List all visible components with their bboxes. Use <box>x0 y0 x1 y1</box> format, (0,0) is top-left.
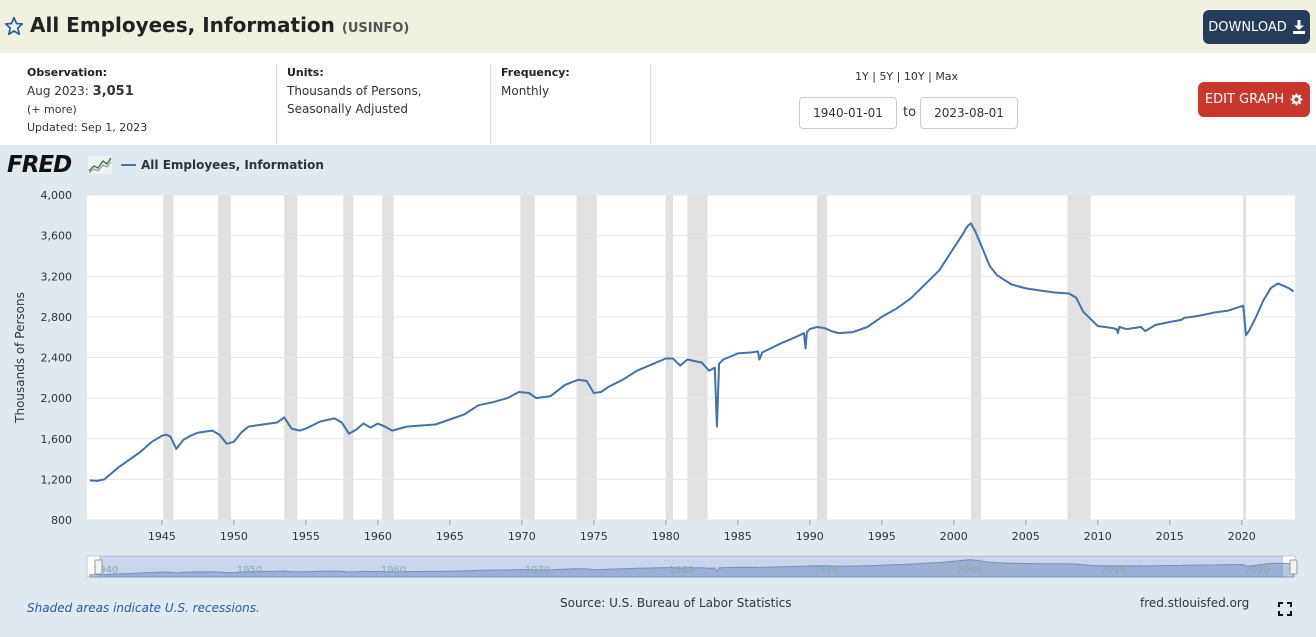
y-tick-label: 2,800 <box>41 311 73 324</box>
observation-date: Aug 2023: <box>27 84 89 98</box>
divider <box>490 64 491 144</box>
site-link[interactable]: fred.stlouisfed.org <box>1140 596 1250 610</box>
y-axis-label: Thousands of Persons <box>13 292 27 424</box>
y-tick-label: 2,400 <box>41 352 73 365</box>
source-text: Source: U.S. Bureau of Labor Statistics <box>560 596 792 610</box>
line-chart: 800 1,200 1,600 2,000 2,400 2,800 3,200 3,600 4,… <box>13 189 1298 578</box>
star-icon[interactable] <box>4 16 24 36</box>
navigator-label: 2020 <box>1245 565 1270 576</box>
divider <box>276 64 277 144</box>
navigator-series <box>89 559 1295 578</box>
x-tick-label: 2000 <box>940 530 968 543</box>
navigator-label: 1950 <box>237 565 262 576</box>
observation-value: 3,051 <box>92 84 134 99</box>
download-button[interactable]: DOWNLOAD <box>1203 10 1310 44</box>
navigator-handle[interactable] <box>1289 559 1298 575</box>
fred-logo: FRED <box>7 152 72 178</box>
navigator-selection <box>99 556 1283 577</box>
units-line2: Seasonally Adjusted <box>287 102 409 116</box>
range-selector: 1Y | 5Y | 10Y | Max <box>855 70 958 83</box>
range-separator: | <box>896 70 901 83</box>
frequency-block: Frequency: Monthly <box>501 64 570 100</box>
range-max[interactable]: Max <box>935 70 959 83</box>
range-separator: | <box>872 70 876 83</box>
download-label: DOWNLOAD <box>1208 19 1287 35</box>
y-tick-label: 800 <box>51 514 72 527</box>
navigator-label: 1980 <box>669 565 694 576</box>
x-tick-label: 1980 <box>652 530 680 543</box>
x-tick-label: 2005 <box>1012 530 1040 543</box>
recession-note: Shaded areas indicate U.S. recessions. <box>27 601 260 615</box>
series-title: All Employees, Information <box>30 13 335 37</box>
x-tick-label: 1970 <box>508 530 536 543</box>
y-tick-label: 3,200 <box>41 270 73 283</box>
navigator-label: 2010 <box>1101 565 1126 576</box>
range-1y[interactable]: 1Y <box>855 70 869 83</box>
more-link[interactable]: (+ more) <box>27 103 77 116</box>
header-bar: All Employees, Information (USINFO) DOWN… <box>0 0 1316 53</box>
x-tick-label: 1960 <box>364 530 392 543</box>
navigator-label: 2000 <box>957 565 982 576</box>
y-tick-label: 1,600 <box>41 433 73 446</box>
legend-swatch <box>121 164 136 166</box>
units-line1: Thousands of Persons, <box>287 84 422 98</box>
edit-graph-button[interactable]: EDIT GRAPH <box>1198 82 1310 117</box>
legend-label: All Employees, Information <box>141 158 324 172</box>
fred-chart-icon <box>88 156 112 174</box>
series-id: (USINFO) <box>341 21 410 36</box>
navigator-label: 1960 <box>381 565 406 576</box>
x-tick-label: 1985 <box>724 530 752 543</box>
gear-icon <box>1290 93 1303 106</box>
y-tick-label: 2,000 <box>41 392 73 405</box>
x-tick-label: 1965 <box>436 530 464 543</box>
x-tick-label: 2010 <box>1084 530 1112 543</box>
end-date-input[interactable]: 2023-08-01 <box>920 97 1018 129</box>
series-line <box>89 222 1295 482</box>
divider <box>650 64 651 144</box>
y-tick-label: 3,600 <box>41 230 73 243</box>
download-icon <box>1292 20 1305 34</box>
observation-block: Observation: Aug 2023: 3,051 (+ more) Up… <box>27 64 147 137</box>
units-block: Units: Thousands of Persons, Seasonally … <box>287 64 422 118</box>
frequency-value: Monthly <box>501 84 550 98</box>
fullscreen-icon[interactable] <box>1278 602 1292 616</box>
x-tick-label: 1955 <box>292 530 320 543</box>
start-date-input[interactable]: 1940-01-01 <box>799 97 897 129</box>
edit-graph-label: EDIT GRAPH <box>1204 92 1285 107</box>
x-tick-label: 1990 <box>796 530 824 543</box>
navigator-label: 1970 <box>525 565 550 576</box>
navigator-label: 1990 <box>813 565 838 576</box>
navigator-handle[interactable] <box>94 559 103 575</box>
navigator-label: 1940 <box>93 565 118 576</box>
x-tick-label: 2015 <box>1156 530 1184 543</box>
frequency-label: Frequency: <box>501 66 570 79</box>
updated-date: Updated: Sep 1, 2023 <box>27 121 148 134</box>
range-separator: | <box>928 70 932 83</box>
range-10y[interactable]: 10Y <box>903 70 925 83</box>
y-tick-label: 1,200 <box>41 473 73 486</box>
x-tick-label: 1950 <box>220 530 248 543</box>
range-5y[interactable]: 5Y <box>879 70 894 83</box>
page-title: All Employees, Information (USINFO) <box>30 13 409 37</box>
to-label: to <box>903 105 917 120</box>
y-tick-label: 4,000 <box>41 189 73 202</box>
units-label: Units: <box>287 66 324 79</box>
x-tick-label: 2020 <box>1228 530 1256 543</box>
x-tick-label: 1995 <box>868 530 896 543</box>
x-tick-label: 1945 <box>148 530 176 543</box>
x-tick-label: 1975 <box>580 530 608 543</box>
observation-label: Observation: <box>27 66 108 79</box>
